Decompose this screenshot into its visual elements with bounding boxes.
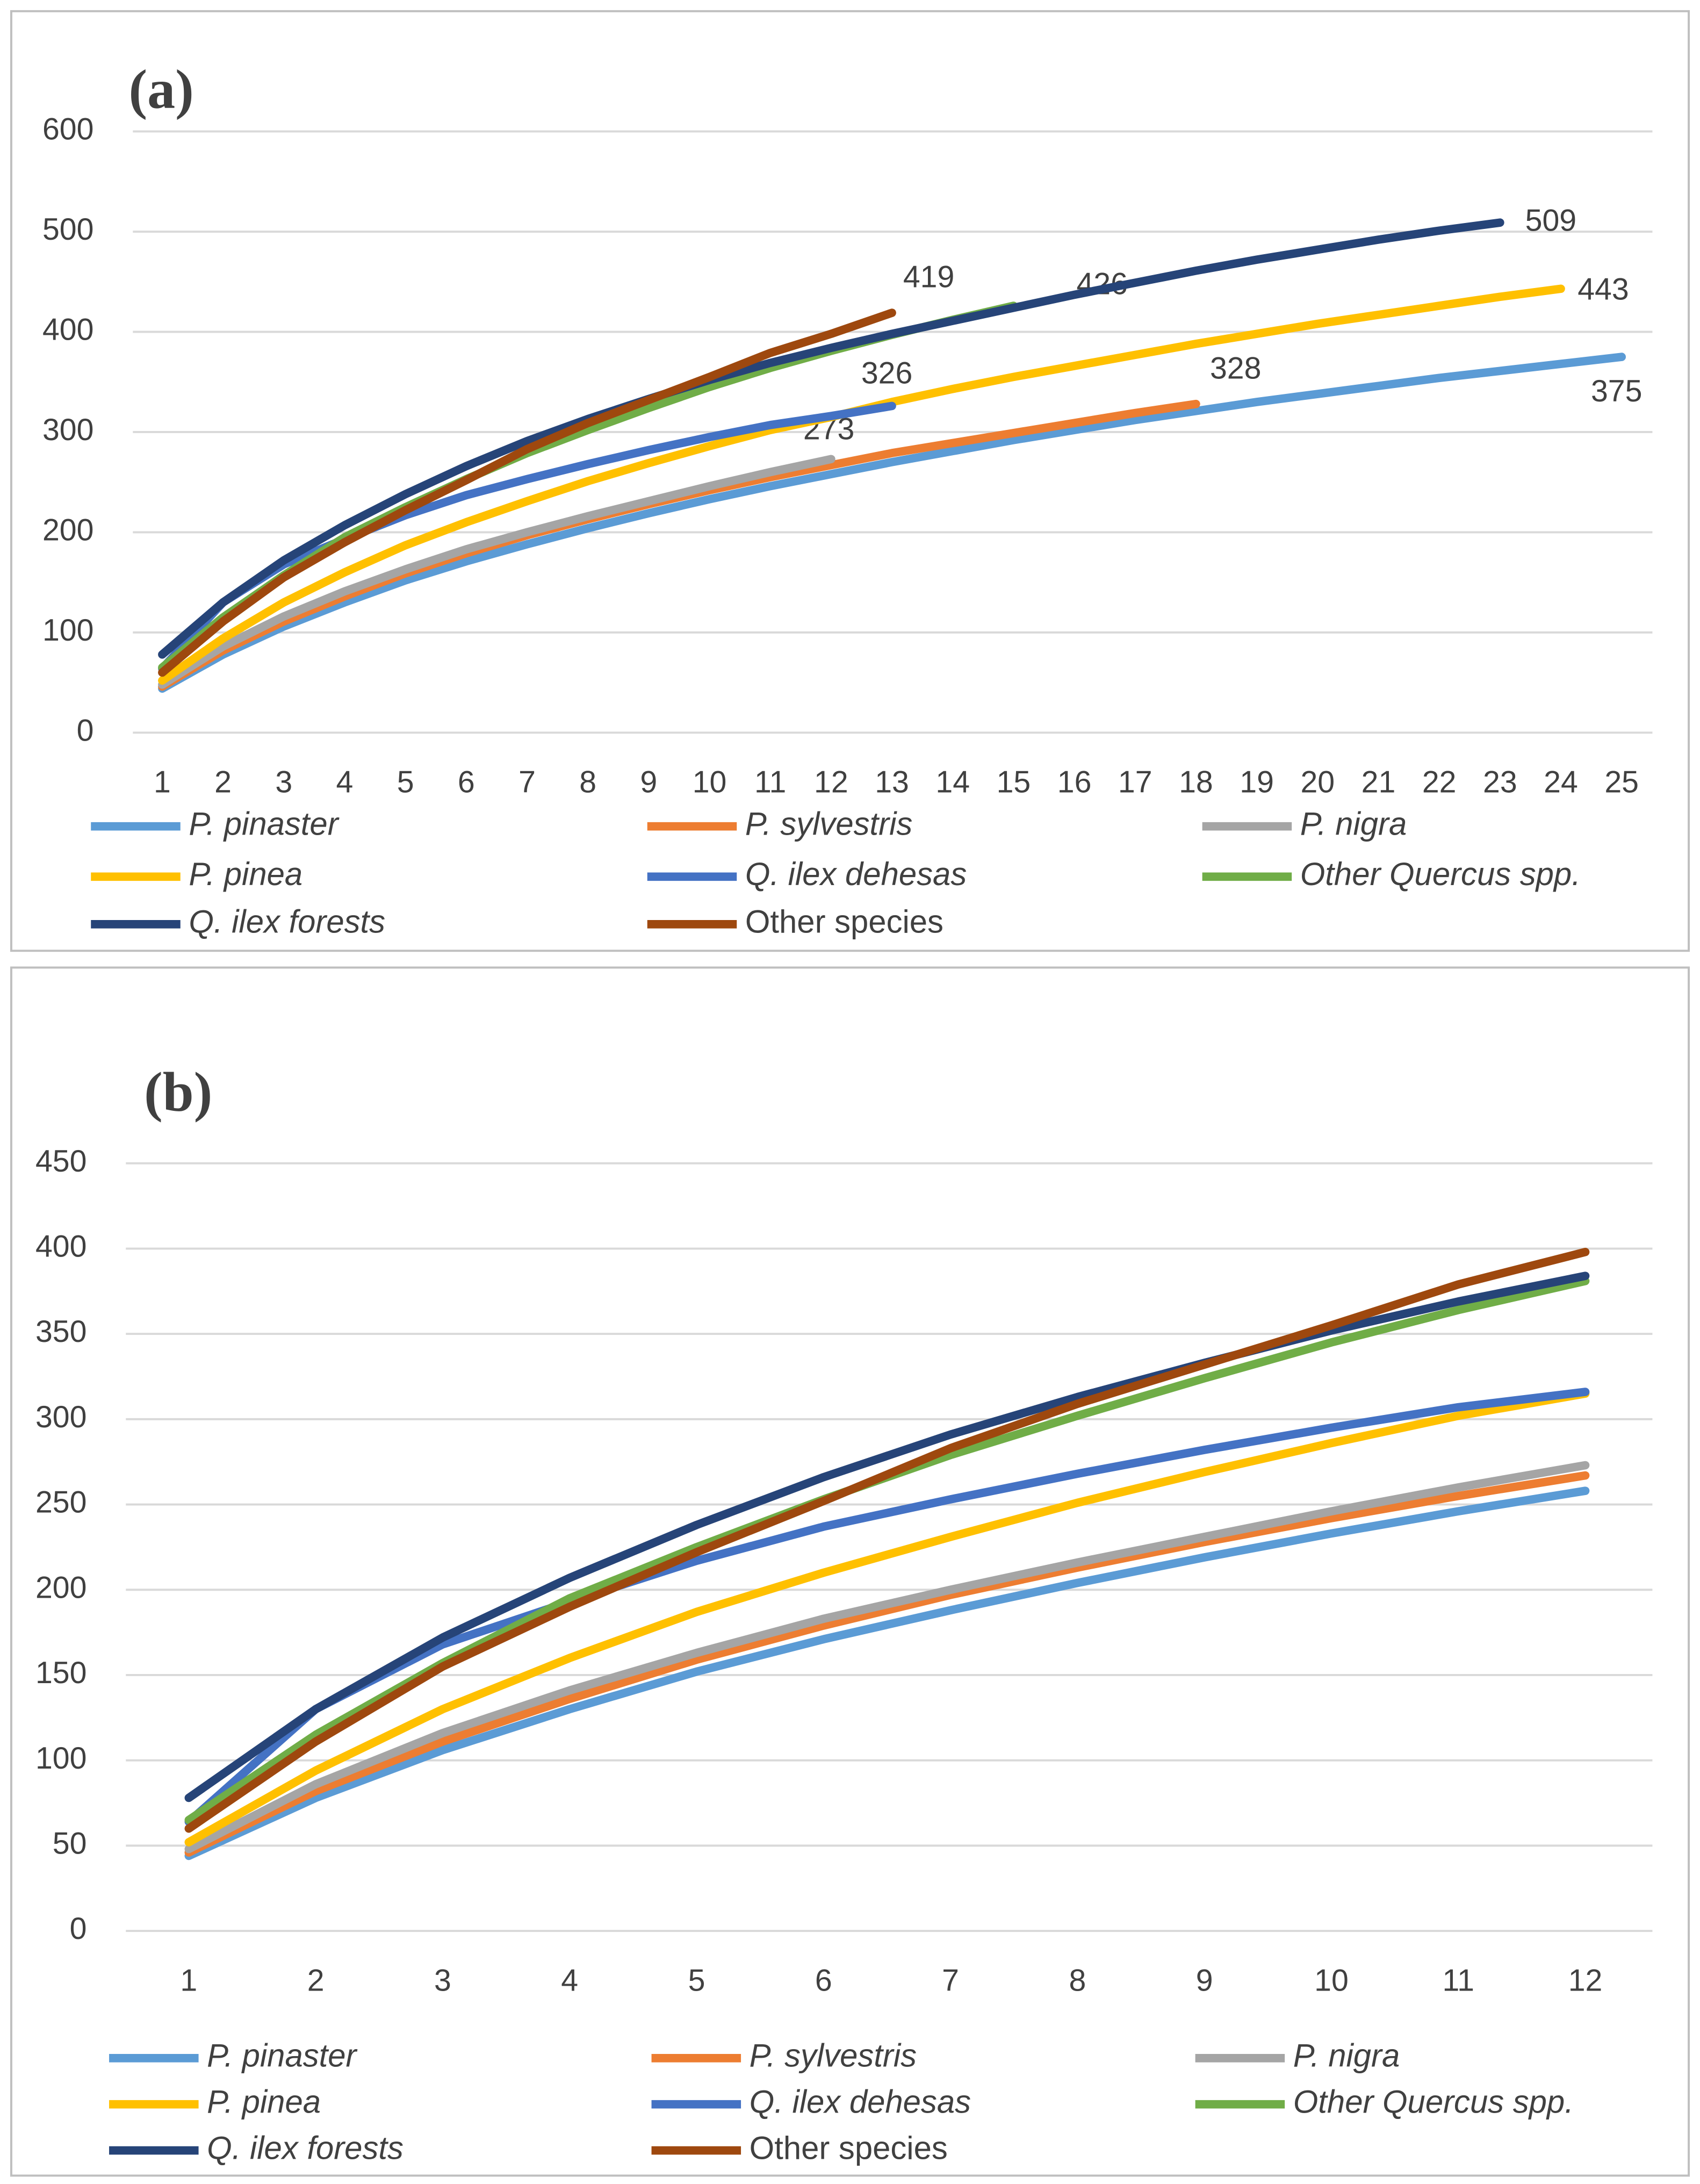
y-tick-label: 600	[42, 112, 93, 147]
series-line	[158, 308, 896, 677]
x-tick-label: 10	[1314, 1963, 1349, 1998]
x-tick-label: 9	[1196, 1963, 1213, 1998]
y-tick-label: 250	[35, 1485, 87, 1520]
x-tick-label: 11	[1443, 1963, 1474, 1998]
legend-label: Other species	[750, 2130, 948, 2166]
series-line	[184, 1271, 1590, 1802]
legend-label: P. nigra	[1300, 806, 1407, 842]
y-tick-label: 500	[42, 212, 93, 247]
series-line	[184, 1389, 1590, 1847]
x-tick-label: 14	[935, 765, 970, 800]
legend-label: P. pinea	[189, 856, 302, 892]
x-tick-label: 6	[458, 765, 475, 800]
x-tick-label: 10	[693, 765, 727, 800]
legend-label: Q. ilex dehesas	[745, 856, 967, 892]
series-line	[184, 1471, 1590, 1857]
series-line	[184, 1461, 1590, 1853]
x-tick-label: 13	[875, 765, 909, 800]
x-tick-label: 7	[518, 765, 536, 800]
y-tick-label: 400	[42, 313, 93, 347]
legend-label: Other species	[745, 904, 943, 940]
data-label: 509	[1525, 203, 1576, 238]
x-tick-label: 5	[688, 1963, 705, 1998]
series-line	[184, 1247, 1590, 1833]
y-tick-label: 150	[35, 1656, 87, 1690]
x-tick-label: 4	[561, 1963, 578, 1998]
x-tick-label: 12	[1568, 1963, 1603, 1998]
x-tick-label: 5	[397, 765, 414, 800]
y-tick-label: 0	[77, 713, 94, 748]
y-tick-label: 400	[35, 1230, 87, 1264]
y-tick-label: 0	[70, 1912, 87, 1946]
legend-label: P. sylvestris	[745, 806, 912, 842]
legend-label: P. pinea	[207, 2084, 321, 2120]
legend-label: Other Quercus spp.	[1293, 2084, 1574, 2120]
series-line	[158, 455, 835, 689]
x-tick-label: 22	[1422, 765, 1457, 800]
x-tick-label: 17	[1118, 765, 1152, 800]
x-tick-label: 6	[815, 1963, 832, 1998]
x-tick-label: 8	[579, 765, 596, 800]
legend-label: P. pinaster	[207, 2038, 357, 2074]
x-tick-label: 3	[434, 1963, 451, 1998]
x-tick-label: 1	[180, 1963, 197, 1998]
x-tick-label: 21	[1362, 765, 1396, 800]
y-tick-label: 200	[42, 513, 93, 548]
x-tick-label: 4	[336, 765, 354, 800]
panel-frame	[10, 966, 1690, 2177]
x-tick-label: 23	[1483, 765, 1517, 800]
data-label: 328	[1210, 351, 1261, 385]
x-tick-label: 2	[214, 765, 232, 800]
legend-label: Q. ilex forests	[189, 904, 385, 940]
x-tick-label: 16	[1057, 765, 1092, 800]
panel-frame	[10, 10, 1690, 952]
legend-label: P. sylvestris	[750, 2038, 917, 2074]
legend-label: P. nigra	[1293, 2038, 1400, 2074]
x-tick-label: 20	[1300, 765, 1335, 800]
x-tick-label: 12	[814, 765, 848, 800]
data-label: 443	[1577, 272, 1629, 307]
data-label: 419	[903, 260, 954, 294]
data-label: 326	[861, 356, 912, 390]
x-tick-label: 3	[275, 765, 292, 800]
series-line	[184, 1486, 1590, 1860]
x-tick-label: 15	[997, 765, 1031, 800]
y-tick-label: 300	[42, 413, 93, 447]
x-tick-label: 11	[754, 765, 786, 800]
series-line	[184, 1388, 1590, 1826]
y-tick-label: 200	[35, 1570, 87, 1605]
legend-label: Q. ilex forests	[207, 2130, 404, 2166]
panel-title: (a)	[128, 58, 193, 120]
x-tick-label: 1	[154, 765, 171, 800]
y-tick-label: 100	[35, 1741, 87, 1776]
x-tick-label: 18	[1179, 765, 1213, 800]
x-tick-label: 19	[1240, 765, 1274, 800]
panel-title: (b)	[144, 1060, 212, 1123]
series-line	[158, 218, 1504, 659]
x-tick-label: 9	[640, 765, 657, 800]
y-tick-label: 450	[35, 1144, 87, 1179]
legend-label: Q. ilex dehesas	[750, 2084, 971, 2120]
x-tick-label: 2	[307, 1963, 325, 1998]
y-tick-label: 50	[53, 1826, 87, 1860]
y-tick-label: 300	[35, 1400, 87, 1434]
y-tick-label: 350	[35, 1314, 87, 1349]
x-tick-label: 7	[942, 1963, 959, 1998]
series-line	[158, 353, 1626, 693]
legend-label: P. pinaster	[189, 806, 339, 842]
data-label: 375	[1591, 374, 1642, 408]
x-tick-label: 25	[1604, 765, 1639, 800]
x-tick-label: 24	[1544, 765, 1578, 800]
legend-label: Other Quercus spp.	[1300, 856, 1581, 892]
x-tick-label: 8	[1069, 1963, 1086, 1998]
y-tick-label: 100	[42, 613, 93, 648]
